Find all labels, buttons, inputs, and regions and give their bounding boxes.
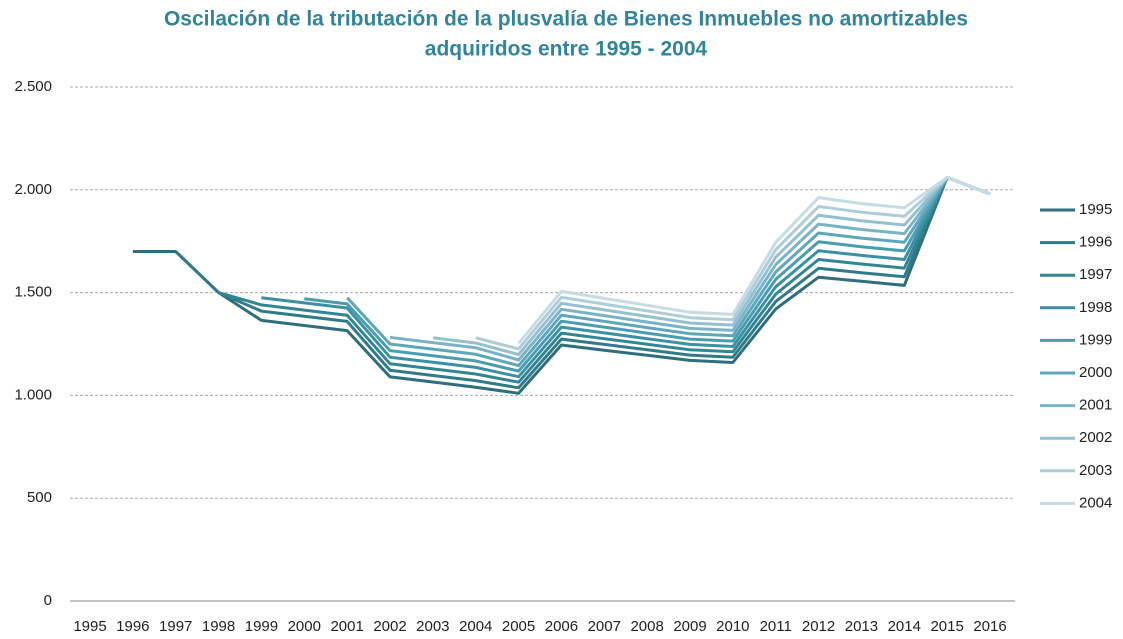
legend-label: 2004 [1079, 494, 1112, 511]
legend-label: 1999 [1079, 331, 1112, 348]
series-line [432, 176, 991, 356]
series-line [475, 176, 991, 351]
x-tick-label: 2011 [760, 618, 792, 635]
x-tick-label: 1995 [73, 618, 106, 635]
x-tick-label: 1998 [202, 618, 235, 635]
chart-title: Oscilación de la tributación de la plusv… [164, 8, 968, 31]
x-tick-label: 2016 [973, 618, 1006, 635]
y-tick-label: 0 [44, 592, 52, 609]
series-line [517, 176, 991, 345]
x-tick-label: 2015 [930, 618, 963, 635]
y-tick-label: 500 [27, 489, 52, 506]
x-tick-label: 2006 [545, 618, 578, 635]
y-tick-label: 2.500 [14, 78, 52, 95]
series-line [218, 176, 991, 384]
legend-label: 1998 [1079, 299, 1112, 316]
y-tick-label: 1.500 [14, 284, 52, 301]
y-tick-label: 1.000 [14, 386, 52, 403]
y-tick-label: 2.000 [14, 181, 52, 198]
legend-label: 1996 [1079, 234, 1112, 251]
x-tick-label: 2002 [373, 618, 406, 635]
x-tick-label: 2001 [330, 618, 363, 635]
x-tick-label: 2014 [888, 618, 921, 635]
chart-subtitle: adquiridos entre 1995 - 2004 [425, 38, 708, 61]
x-tick-label: 2012 [802, 618, 835, 635]
x-tick-label: 1996 [116, 618, 149, 635]
legend-label: 2001 [1079, 397, 1112, 414]
x-tick-label: 2004 [459, 618, 492, 635]
x-tick-label: 2007 [588, 618, 621, 635]
series-line [174, 176, 991, 390]
legend-label: 2003 [1079, 462, 1112, 479]
x-tick-label: 2013 [845, 618, 878, 635]
x-tick-label: 2009 [673, 618, 706, 635]
x-tick-label: 2010 [716, 618, 749, 635]
legend-label: 1997 [1079, 266, 1112, 283]
x-tick-label: 1997 [159, 618, 192, 635]
series-line [304, 176, 991, 373]
x-tick-label: 2000 [288, 618, 321, 635]
series-line [345, 176, 991, 368]
x-tick-label: 2003 [416, 618, 449, 635]
x-tick-label: 2005 [502, 618, 535, 635]
series-line [132, 176, 991, 395]
legend-label: 1995 [1079, 201, 1112, 218]
series-line [389, 176, 991, 362]
x-tick-label: 1999 [245, 618, 278, 635]
x-tick-label: 2008 [630, 618, 663, 635]
series-line [261, 176, 991, 379]
legend-label: 2000 [1079, 364, 1112, 381]
legend-label: 2002 [1079, 429, 1112, 446]
